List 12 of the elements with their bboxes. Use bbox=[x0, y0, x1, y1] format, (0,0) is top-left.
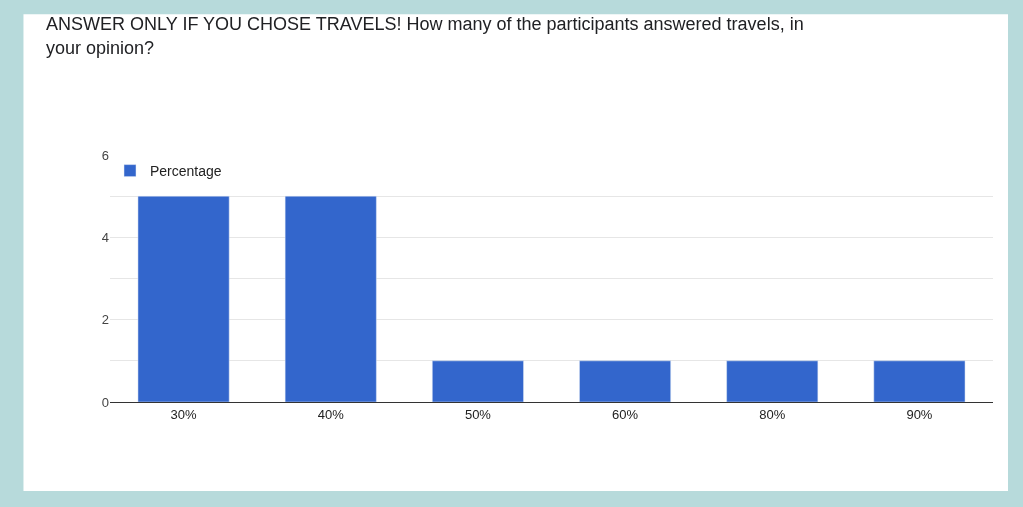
chart-title: ANSWER ONLY IF YOU CHOSE TRAVELS! How many of the participants answered travels, in your opinion? bbox=[46, 14, 804, 58]
y-tick-label: 2 bbox=[101, 312, 109, 328]
y-tick-label: 6 bbox=[101, 147, 109, 163]
x-tick-label: 50% bbox=[464, 406, 492, 422]
x-tick-label: 30% bbox=[170, 406, 198, 422]
y-tick-label: 0 bbox=[101, 394, 109, 410]
x-tick-label: 40% bbox=[317, 406, 345, 422]
x-tick-label: 90% bbox=[906, 406, 933, 422]
y-tick-label: 4 bbox=[101, 229, 109, 245]
x-tick-label: 60% bbox=[612, 406, 639, 422]
x-tick-label: 80% bbox=[759, 406, 786, 422]
legend-label: Percentage bbox=[150, 163, 222, 180]
